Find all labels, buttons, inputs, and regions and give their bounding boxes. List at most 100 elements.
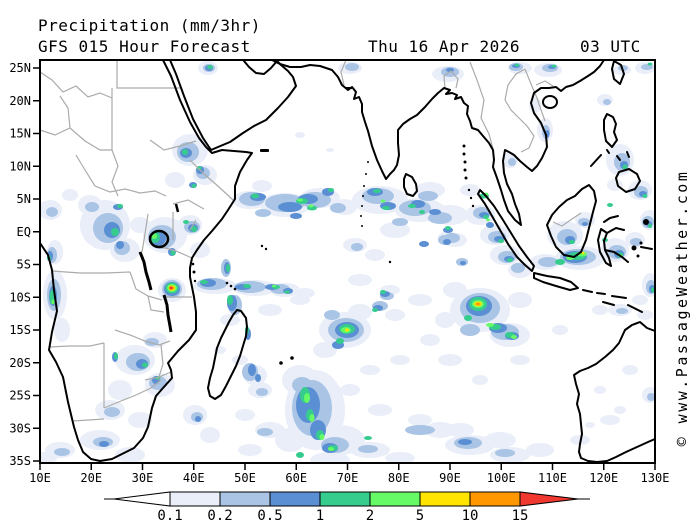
precip-blob [420,334,440,346]
precip-blob [85,202,99,212]
precip-blob [195,416,201,422]
precip-blob [351,243,363,251]
watermark-text: © www.PassageWeather.com [673,170,691,447]
lat-tick-label: 5N [17,192,31,206]
island-java [533,272,579,291]
precip-blob [348,274,372,286]
longitude-axis: 10E 20E 30E 40E 50E 60E 70E 80E 90E 100E 110E 120E 1… [29,463,669,485]
legend-value-label: 0.1 [157,508,182,524]
precip-blob [616,308,628,314]
precip-blob [348,304,372,320]
lat-tick-label: 20N [9,94,31,108]
precip-blob [429,209,441,215]
precip-blob [232,355,248,365]
precipitation-legend: 0.1 0.2 0.5 1 2 5 10 15 [104,491,590,524]
precip-blob [458,439,472,445]
precip-blob [428,212,452,224]
precip-blob [390,355,410,365]
lakes-and-islands [138,87,649,365]
lat-tick-label: EQ [17,225,31,239]
legend-swatch [369,491,421,507]
precip-blob [207,65,213,69]
precip-blob [117,204,123,208]
coast-asia [271,59,605,226]
small-islands [191,87,649,365]
legend-value-label: 15 [512,508,529,524]
precip-blob [555,259,565,265]
lake-malawi [162,294,173,333]
precip-blob [495,449,515,457]
precip-blob [642,194,648,198]
precip-blob [257,428,273,436]
country-borders [39,59,582,422]
precip-blob [632,295,648,305]
precip-blob [538,257,558,267]
precip-blob [169,286,173,290]
lat-tick-label: 30S [9,421,31,435]
forecast-time: 03 UTC [580,37,641,56]
precip-blob [62,189,78,201]
precip-blob [116,241,124,249]
precip-blob [507,258,513,262]
precip-blob [183,220,189,224]
precip-blob [622,365,638,375]
island-borneo [546,184,597,258]
precip-blob [647,393,655,401]
precip-blob [54,448,70,456]
precip-blob [647,62,653,66]
precip-blob [200,427,220,443]
precip-blob [170,250,176,256]
precip-blob [227,295,233,305]
precip-blob [40,452,57,463]
precip-blob [419,210,425,214]
precip-blob [435,312,455,328]
precip-blob [460,324,480,336]
precip-blob [319,434,325,440]
precip-blob [226,264,230,272]
precip-blob [526,443,554,457]
precip-blob [54,318,70,342]
legend-swatch [419,491,471,507]
lat-tick-label: 15S [9,323,31,337]
island-sulawesi [597,215,629,267]
precip-blob [290,295,310,305]
precip-blob [373,189,381,193]
precip-blob [328,188,334,192]
lon-tick-label: 70E [337,471,359,485]
coast-australia [573,321,656,463]
lat-tick-label: 15N [9,127,31,141]
precip-blob [438,354,462,366]
precip-blob [128,412,152,428]
precip-blob [475,302,481,306]
precip-blob [408,294,432,306]
precip-blob [324,310,340,320]
precip-blob [238,444,262,456]
lon-tick-label: 40E [183,471,205,485]
precip-blob [313,342,337,358]
island-taiwan [611,60,625,85]
precip-blob [165,172,185,188]
precip-blob [284,290,290,294]
precip-blob [418,191,438,201]
precip-blob [46,207,58,217]
island-mindanao [615,168,641,193]
precip-blob [600,415,620,425]
precip-blob [255,209,271,217]
lon-tick-label: 60E [285,471,307,485]
precip-blob [551,64,557,68]
legend-value-label: 0.2 [207,508,232,524]
precip-blob [191,184,197,188]
precip-blob [607,203,613,207]
precip-blob [382,206,390,210]
lon-tick-label: 110E [538,471,567,485]
precip-blob [326,148,334,152]
precip-blob [258,304,282,316]
island-luzon [603,113,618,148]
lon-tick-label: 80E [388,471,410,485]
precip-blob [498,239,504,243]
precip-blob [380,222,410,238]
legend-over-arrow [519,491,579,507]
lon-tick-label: 100E [487,471,516,485]
precip-blob [408,414,432,426]
